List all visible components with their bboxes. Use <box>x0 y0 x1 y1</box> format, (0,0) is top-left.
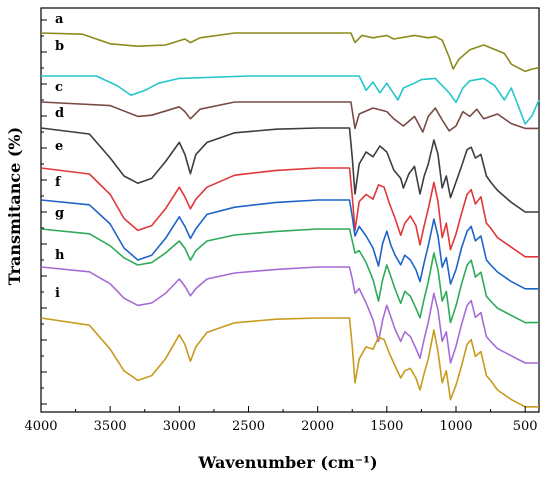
series-label-d: d <box>55 106 64 121</box>
plot-area <box>40 7 540 413</box>
series-label-a: a <box>55 12 64 27</box>
y-axis-title: Transmitance (%) <box>5 127 24 285</box>
x-tick-label: 3500 <box>94 419 127 434</box>
series-line-h <box>40 266 539 364</box>
series-label-e: e <box>55 139 63 154</box>
x-tick-label: 4000 <box>24 419 57 434</box>
series-line-i <box>40 317 539 408</box>
series-line-c <box>40 101 539 133</box>
series-line-a <box>40 32 540 73</box>
x-tick-label: 1000 <box>439 419 472 434</box>
series-layer: ab cd e f g h i <box>40 12 540 408</box>
series-label-b: b <box>55 39 64 54</box>
series-label-h: h <box>55 248 65 263</box>
series-line-b <box>41 75 540 125</box>
x-tick-label: 500 <box>513 419 538 434</box>
series-label-c: c <box>55 80 63 95</box>
x-tick-label: 1500 <box>370 419 403 434</box>
series-line-f <box>40 199 539 290</box>
series-line-e <box>40 167 539 258</box>
series-label-f: f <box>55 175 62 190</box>
x-tick-label: 2500 <box>232 419 265 434</box>
x-tick-label: 2000 <box>301 419 334 434</box>
series-line-d <box>40 127 539 213</box>
axes-layer: 4000 3500 3000 2500 2000 1500 1000 500 <box>24 19 538 434</box>
series-line-g <box>40 228 539 324</box>
x-tick-label: 3000 <box>163 419 196 434</box>
plot-frame <box>40 7 540 413</box>
series-label-g: g <box>55 206 64 221</box>
series-label-i: i <box>55 286 60 301</box>
x-axis-title: Wavenumber (cm⁻¹) <box>197 453 377 472</box>
